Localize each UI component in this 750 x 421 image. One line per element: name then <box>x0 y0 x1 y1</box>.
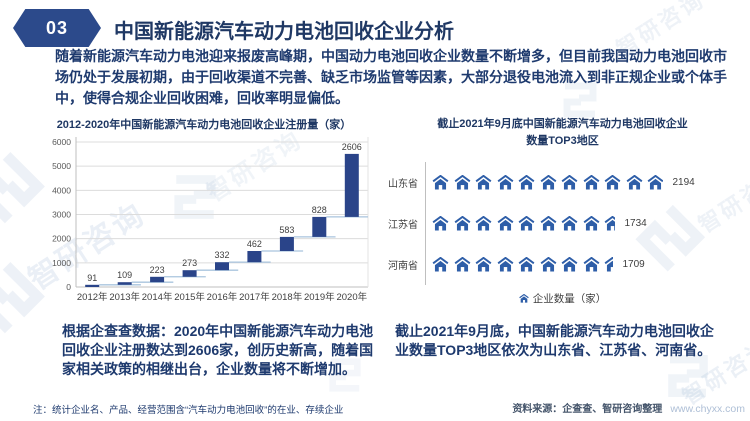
section-number: 03 <box>45 17 69 38</box>
x-tick-label: 2012年 <box>77 291 108 303</box>
pictograph-title-line2: 数量TOP3地区 <box>526 135 599 147</box>
svg-text:3000: 3000 <box>52 210 71 220</box>
region-label: 江苏省 <box>388 220 418 231</box>
house-icon <box>540 257 556 272</box>
house-icon <box>454 175 470 190</box>
source-url[interactable]: www.chyxx.com <box>670 403 745 415</box>
footnote: 注：统计企业名、产品、经营范围含“汽车动力电池回收”的在业、存续企业 <box>33 405 344 416</box>
house-icon <box>604 216 615 231</box>
house-icon <box>475 216 492 231</box>
source-line: 资料来源：企查查、智研咨询整理 www.chyxx.com <box>512 400 745 415</box>
svg-text:5000: 5000 <box>52 161 71 171</box>
house-icon <box>518 175 535 190</box>
bar-value-label: 109 <box>117 270 132 280</box>
bar-value-label: 223 <box>150 265 165 275</box>
waterfall-bar <box>312 216 327 237</box>
bar-value-label: 2606 <box>342 142 362 152</box>
house-icon <box>583 257 599 272</box>
pictograph-title-line1: 截止2021年9月底中国新能源汽车动力电池回收企业 <box>437 118 688 130</box>
pictograph-row: 山东省 2194 <box>388 162 744 203</box>
pictograph-chart: 山东省 2194 江苏省 1734 河南省 1709 <box>388 162 744 285</box>
icon-track: 1734 <box>425 203 744 244</box>
x-tick-label: 2019年 <box>304 291 335 303</box>
icon-track: 1709 <box>425 244 744 285</box>
x-tick-label: 2017年 <box>239 291 270 303</box>
right-summary-paragraph: 截止2021年9月底，中国新能源汽车动力电池回收企业数量TOP3地区依次为山东省… <box>395 323 714 358</box>
house-icon <box>604 257 613 272</box>
waterfall-bar <box>279 236 294 251</box>
house-icon <box>561 175 578 190</box>
pictograph-row: 江苏省 1734 <box>388 203 744 244</box>
partial-house-icon <box>604 216 615 231</box>
house-icon <box>497 175 513 190</box>
x-tick-label: 2013年 <box>109 291 140 303</box>
bar-value-label: 332 <box>214 250 229 260</box>
section-number-badge: 03 <box>13 9 101 47</box>
waterfall-bar <box>215 262 229 271</box>
waterfall-bar <box>182 270 197 277</box>
house-icon <box>626 175 642 190</box>
house-icon <box>561 216 578 231</box>
waterfall-bar <box>344 153 359 217</box>
left-summary-paragraph: 根据企查查数据：2020年中国新能源汽车动力电池回收企业注册数达到2606家，创… <box>62 323 374 377</box>
source-text: 资料来源：企查查、智研咨询整理 <box>512 404 663 415</box>
house-icon <box>432 257 449 272</box>
svg-text:0: 0 <box>66 282 71 292</box>
x-tick-label: 2014年 <box>142 291 173 303</box>
house-icon <box>583 175 599 190</box>
pictograph-legend: 企业数量（家） <box>390 291 735 306</box>
house-icon <box>540 216 556 231</box>
region-value: 1709 <box>622 259 645 270</box>
region-label: 山东省 <box>388 179 418 190</box>
house-icon <box>497 216 513 231</box>
svg-text:6000: 6000 <box>52 137 71 147</box>
waterfall-bar <box>85 284 100 287</box>
house-icon <box>604 175 621 190</box>
house-icon <box>475 175 492 190</box>
house-icon <box>454 257 470 272</box>
house-icon <box>497 257 513 272</box>
svg-text:1000: 1000 <box>52 258 71 268</box>
x-tick-label: 2018年 <box>272 291 303 303</box>
partial-house-icon <box>604 257 613 272</box>
region-label: 河南省 <box>388 261 418 272</box>
house-icon <box>432 216 449 231</box>
house-icon <box>647 175 663 190</box>
pictograph-title: 截止2021年9月底中国新能源汽车动力电池回收企业 数量TOP3地区 <box>390 116 735 150</box>
house-icon <box>583 216 599 231</box>
x-tick-label: 2020年 <box>336 291 367 303</box>
pictograph-legend-label: 企业数量（家） <box>532 293 607 305</box>
icon-track: 2194 <box>425 162 744 203</box>
intro-paragraph: 随着新能源汽车动力电池迎来报废高峰期，中国动力电池回收企业数量不断增多，但目前我… <box>55 48 727 106</box>
bar-value-label: 273 <box>182 258 197 268</box>
house-icon <box>518 257 535 272</box>
region-value: 2194 <box>672 177 695 188</box>
pictograph-row: 河南省 1709 <box>388 244 744 285</box>
waterfall-chart: 0 1000 2000 3000 4000 5000 6000 91 2012年 109 2013年… <box>28 130 392 315</box>
bar-value-label: 828 <box>312 205 327 215</box>
house-icon <box>561 257 578 272</box>
house-icon <box>432 175 449 190</box>
page-title: 中国新能源汽车动力电池回收企业分析 <box>114 21 454 43</box>
partial-house-icon <box>647 175 663 190</box>
waterfall-chart-title: 2012-2020年中国新能源汽车动力电池回收企业注册量（家） <box>56 119 352 131</box>
svg-text:2000: 2000 <box>52 234 71 244</box>
house-icon <box>518 293 533 305</box>
house-icon <box>518 216 535 231</box>
bar-value-label: 462 <box>247 239 262 249</box>
waterfall-bar <box>117 282 132 285</box>
house-icon <box>454 216 470 231</box>
waterfall-bar <box>247 251 262 263</box>
house-icon <box>475 257 492 272</box>
x-tick-label: 2015年 <box>174 291 205 303</box>
svg-text:4000: 4000 <box>52 185 71 195</box>
region-value: 1734 <box>624 218 647 229</box>
x-tick-label: 2016年 <box>207 291 238 303</box>
bar-value-label: 583 <box>279 225 294 235</box>
house-icon <box>518 293 529 303</box>
waterfall-bar <box>150 276 165 283</box>
house-icon <box>540 175 556 190</box>
bar-value-label: 91 <box>87 273 97 283</box>
